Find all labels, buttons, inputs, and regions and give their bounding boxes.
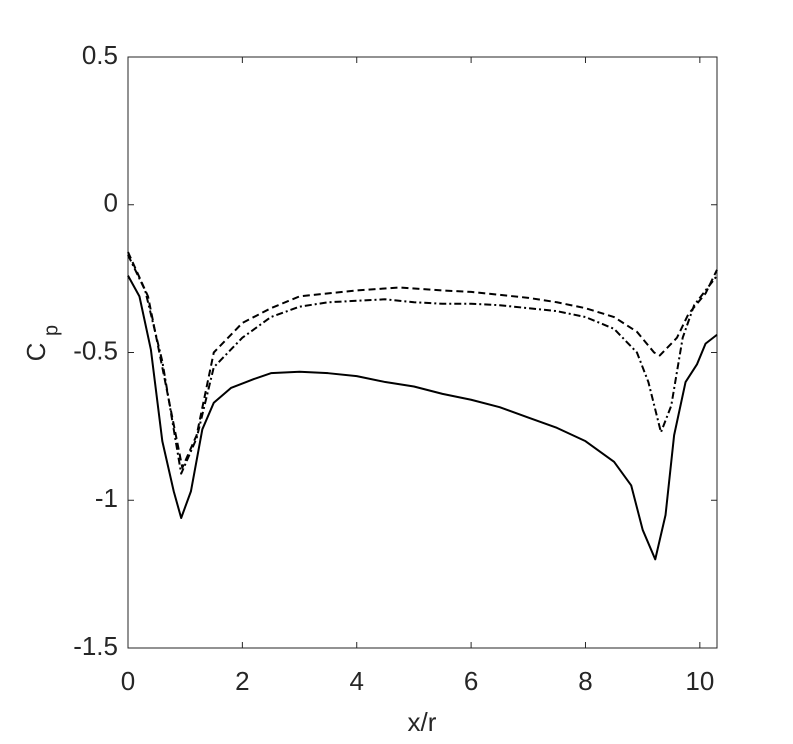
x-tick-label: 10 [685,666,714,696]
y-axis-label-sub: p [40,325,62,336]
plot-box [127,56,718,649]
x-tick-label: 0 [121,666,135,696]
y-tick-label: -0.5 [73,335,118,365]
data-line [127,275,718,561]
y-axis-label-main: C [21,343,51,362]
y-axis-label: C p [21,325,62,362]
x-tick-label: 8 [578,666,592,696]
x-tick-label: 6 [464,666,478,696]
data-line [127,254,718,475]
x-axis-label: x/r [408,707,437,737]
x-tick-label: 4 [350,666,364,696]
y-tick-label: -1.5 [73,631,118,661]
x-tick-label: 2 [235,666,249,696]
y-tick-label: 0 [104,188,118,218]
data-line [127,251,718,469]
y-tick-label: 0.5 [82,40,118,70]
y-tick-label: -1 [95,483,118,513]
